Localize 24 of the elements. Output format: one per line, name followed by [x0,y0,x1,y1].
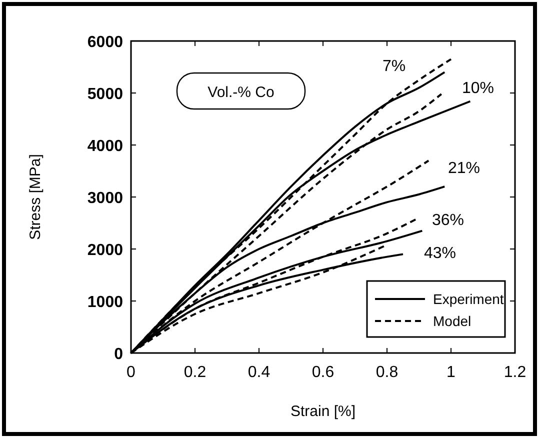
y-axis-title: Stress [MPa] [27,154,44,240]
x-tick-label: 0.2 [184,364,206,381]
y-tick-label: 1000 [87,294,124,311]
y-tick-label: 6000 [87,34,124,51]
x-tick-label: 1.2 [504,364,526,381]
annotation: 36% [432,212,464,229]
y-tick-label: 4000 [87,138,124,155]
x-axis-title: Strain [%] [290,403,356,420]
annotation: 21% [448,160,480,177]
annotation: 10% [462,80,494,97]
x-tick-label: 1 [446,364,456,381]
y-tick-label: 3000 [87,190,124,207]
x-tick-label: 0.4 [248,364,270,381]
annotation: 43% [424,245,456,262]
y-tick-label: 0 [114,346,124,363]
x-tick-label: 0.8 [376,364,398,381]
annotation: Vol.-% Co [208,84,274,101]
y-tick-label: 2000 [87,242,124,259]
x-tick-label: 0 [126,364,136,381]
legend-label: Model [433,313,472,329]
y-tick-label: 5000 [87,86,124,103]
legend-label: Experiment [433,291,504,307]
x-tick-label: 0.6 [312,364,334,381]
annotation: 7% [382,58,406,75]
